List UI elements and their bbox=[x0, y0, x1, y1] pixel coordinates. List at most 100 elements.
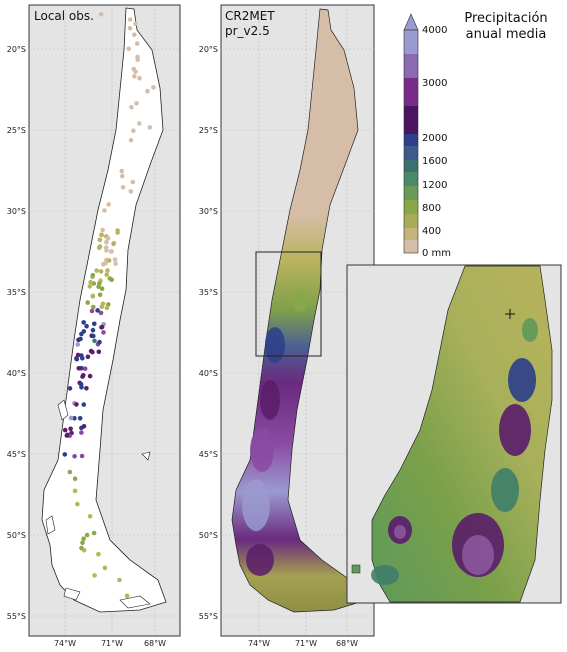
station-dot bbox=[97, 339, 102, 345]
station-dot bbox=[134, 41, 140, 46]
station-dot bbox=[124, 593, 130, 598]
station-dot bbox=[90, 349, 95, 355]
lat-tick-label: 55°S bbox=[199, 612, 218, 621]
station-dot bbox=[85, 354, 91, 360]
lon-tick-label: 68°W bbox=[336, 639, 358, 648]
station-dot bbox=[99, 324, 105, 330]
lat-tick-labels-mid: 20°S 25°S 30°S 35°S 40°S 45°S 50°S 55°S bbox=[199, 45, 218, 621]
colorbar-frame bbox=[403, 29, 419, 254]
station-dot bbox=[72, 476, 78, 482]
station-dot bbox=[75, 501, 80, 507]
lat-tick-label: 25°S bbox=[199, 126, 218, 135]
lat-tick-label: 55°S bbox=[7, 612, 26, 621]
lat-tick-label: 35°S bbox=[7, 288, 26, 297]
lon-tick-labels-mid: 74°W 71°W 68°W bbox=[248, 639, 358, 648]
station-dot bbox=[76, 366, 82, 371]
station-dot bbox=[104, 248, 109, 253]
islands-left bbox=[45, 399, 151, 609]
lon-tick-label: 71°W bbox=[295, 639, 317, 648]
station-dot bbox=[67, 386, 73, 391]
colorbar-title-line2: anual media bbox=[466, 27, 547, 42]
colorbar-tick-label: 3000 bbox=[422, 78, 447, 89]
colorbar-tick-label: 4000 bbox=[422, 25, 447, 36]
colorbar-tick-label: 1600 bbox=[422, 156, 447, 167]
station-dot bbox=[151, 85, 156, 90]
station-dot bbox=[126, 46, 131, 52]
station-dot bbox=[131, 128, 136, 133]
panel-local-obs-title: Local obs. bbox=[34, 9, 94, 23]
station-dot bbox=[96, 551, 101, 557]
colorbar-tick-label: 800 bbox=[422, 203, 441, 214]
colorbar-title-line1: Precipitación bbox=[464, 11, 547, 26]
station-dot bbox=[79, 331, 84, 337]
station-dot bbox=[62, 452, 68, 457]
station-dot bbox=[98, 269, 104, 274]
station-dot bbox=[67, 469, 73, 475]
precip-patches-mid bbox=[242, 288, 308, 576]
lon-tick-labels-left: 74°W 71°W 68°W bbox=[54, 639, 166, 648]
lon-tick-label: 74°W bbox=[248, 639, 270, 648]
station-dot bbox=[87, 514, 93, 519]
station-dot bbox=[109, 249, 114, 254]
lat-tick-label: 50°S bbox=[7, 531, 26, 540]
zoom-box bbox=[255, 251, 322, 357]
station-dot bbox=[105, 268, 110, 273]
lat-tick-label: 40°S bbox=[7, 369, 26, 378]
lat-tick-label: 50°S bbox=[199, 531, 218, 540]
colorbar-segment bbox=[404, 214, 418, 228]
station-dot bbox=[81, 402, 87, 407]
lat-tick-label: 45°S bbox=[199, 450, 218, 459]
station-dot bbox=[104, 239, 109, 245]
inset-patches bbox=[371, 318, 538, 585]
station-dot bbox=[85, 300, 90, 305]
station-dot bbox=[100, 227, 105, 233]
station-dot bbox=[117, 577, 122, 583]
station-dot bbox=[72, 488, 78, 494]
station-dot bbox=[90, 293, 95, 299]
station-dot bbox=[99, 286, 105, 292]
station-dot bbox=[96, 245, 102, 251]
crosshair-marker bbox=[505, 309, 515, 319]
station-dot bbox=[81, 548, 87, 553]
station-dot bbox=[82, 366, 88, 372]
station-dot bbox=[97, 292, 103, 298]
station-dot bbox=[79, 453, 85, 459]
inset-precip-field bbox=[371, 265, 553, 603]
station-dot bbox=[64, 433, 70, 438]
station-dot bbox=[88, 279, 93, 285]
colorbar-segment bbox=[404, 78, 418, 106]
station-dot bbox=[92, 573, 97, 578]
colorbar-segment bbox=[404, 106, 418, 134]
lat-tick-label: 40°S bbox=[199, 369, 218, 378]
colorbar-tick-label: 2000 bbox=[422, 133, 447, 144]
station-dot bbox=[77, 416, 83, 421]
lat-tick-label: 45°S bbox=[7, 450, 26, 459]
lat-tick-label: 25°S bbox=[7, 126, 26, 135]
station-dot bbox=[92, 338, 97, 344]
station-dot bbox=[81, 373, 86, 378]
station-dot bbox=[72, 416, 77, 421]
station-dot bbox=[81, 536, 86, 541]
colorbar-segment bbox=[404, 134, 418, 146]
station-dot bbox=[62, 427, 68, 433]
colorbar-segment bbox=[404, 228, 418, 240]
station-dot bbox=[80, 540, 85, 546]
lon-tick-label: 74°W bbox=[54, 639, 76, 648]
colorbar-tick-label: 1200 bbox=[422, 180, 447, 191]
station-dot bbox=[75, 342, 80, 347]
station-dot bbox=[104, 305, 110, 311]
station-dot bbox=[111, 241, 116, 247]
station-dot bbox=[96, 349, 102, 355]
station-dot bbox=[68, 415, 74, 421]
station-dot bbox=[107, 276, 113, 281]
station-dot bbox=[112, 257, 118, 262]
station-dot bbox=[137, 75, 142, 81]
station-dot bbox=[137, 121, 142, 126]
station-dot bbox=[87, 284, 93, 289]
station-dot bbox=[120, 173, 125, 179]
station-dot bbox=[133, 69, 138, 74]
station-dot bbox=[113, 261, 118, 267]
station-dot bbox=[132, 74, 137, 79]
station-dot bbox=[106, 202, 111, 207]
station-dot bbox=[106, 258, 112, 263]
